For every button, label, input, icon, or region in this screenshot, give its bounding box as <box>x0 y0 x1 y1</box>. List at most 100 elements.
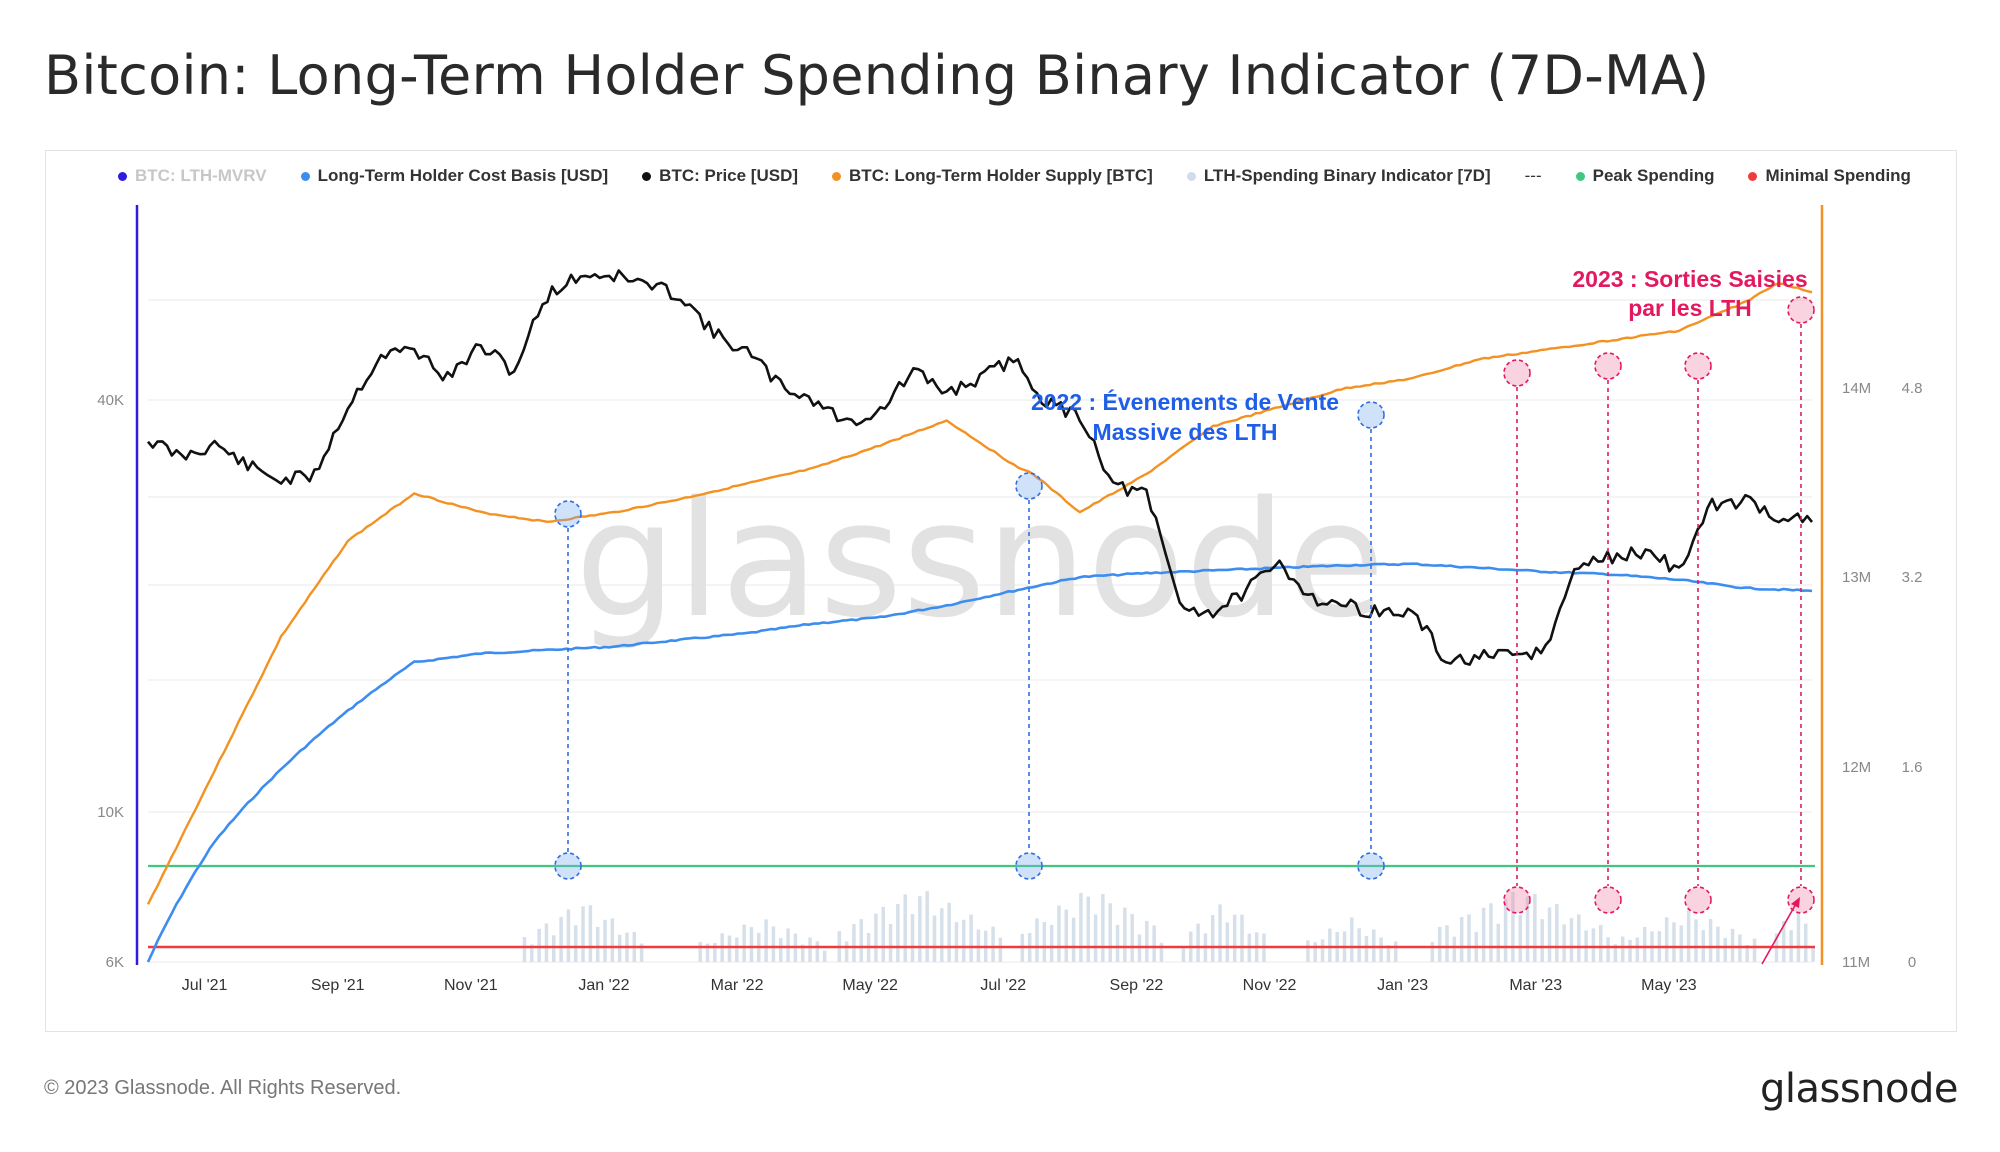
indicator-bar <box>881 906 885 962</box>
legend-item-7[interactable]: Minimal Spending <box>1748 166 1911 186</box>
indicator-bar <box>530 944 534 962</box>
arrow-line <box>1761 901 1798 965</box>
indicator-bar <box>1686 908 1691 962</box>
legend-item-3[interactable]: BTC: Long-Term Holder Supply [BTC] <box>832 166 1153 186</box>
indicator-bar <box>1525 896 1530 962</box>
indicator-bar <box>815 941 820 962</box>
indicator-bar <box>1782 920 1786 962</box>
arrow-head-icon <box>1791 897 1800 908</box>
legend-dot-icon <box>642 171 652 181</box>
legend-dot-icon <box>118 171 127 181</box>
indicator-bar <box>1357 928 1361 962</box>
indicator-bar <box>1306 940 1310 962</box>
indicator-bar <box>962 919 966 962</box>
indicator-bar <box>1503 898 1508 962</box>
indicator-bar <box>998 937 1003 962</box>
indicator-bar <box>874 913 878 962</box>
indicator-bar <box>1730 928 1735 962</box>
indicator-bar <box>991 926 995 962</box>
indicator-bar <box>1210 915 1215 962</box>
indicator-bar <box>1364 936 1369 962</box>
legend-item-5[interactable]: --- <box>1525 166 1542 186</box>
indicator-bar <box>1555 904 1559 962</box>
indicator-bar <box>1511 891 1515 962</box>
y-right-supply-tick-label: 12M <box>1842 759 1871 776</box>
indicator-bar <box>537 928 541 962</box>
indicator-bar <box>1620 936 1625 962</box>
legend-label: --- <box>1524 166 1542 185</box>
indicator-bar <box>1694 919 1698 962</box>
y-right-indicator-tick-label: 0 <box>1908 954 1916 971</box>
indicator-bar <box>1159 942 1164 962</box>
indicator-bar <box>522 937 527 962</box>
indicator-bar <box>1452 936 1457 962</box>
indicator-bar <box>1606 937 1610 962</box>
y-left-tick-label: 6K <box>106 954 124 971</box>
indicator-bar <box>1115 924 1120 962</box>
indicator-bar <box>566 909 571 962</box>
indicator-bar <box>1071 917 1076 962</box>
indicator-bar <box>749 927 754 962</box>
legend-item-6[interactable]: Peak Spending <box>1575 166 1714 186</box>
indicator-bar <box>1562 924 1566 962</box>
indicator-bar <box>1496 923 1501 962</box>
lth-supply-line <box>146 282 1813 905</box>
red-event-marker-top-circle <box>1503 359 1531 387</box>
indicator-bar <box>1577 914 1581 962</box>
annotation-2022-line2: Massive des LTH <box>1093 419 1278 445</box>
indicator-bar <box>1708 918 1713 962</box>
x-tick-label: Sep '21 <box>311 977 365 994</box>
legend-dot-icon <box>832 171 842 181</box>
indicator-bar <box>1108 903 1112 962</box>
indicator-bar <box>713 943 717 962</box>
red-event-marker-top-circle <box>1684 352 1712 380</box>
indicator-bar <box>1664 917 1669 962</box>
indicator-bar <box>903 894 907 962</box>
indicator-bar <box>1459 917 1464 962</box>
indicator-bar <box>735 937 739 962</box>
red-event-marker-top-circle <box>1787 296 1815 324</box>
chart-legend: BTC: LTH-MVRV Long-Term Holder Cost Basis… <box>118 166 1911 186</box>
indicator-bar <box>544 923 549 962</box>
indicator-bar <box>617 934 622 962</box>
indicator-bar <box>1467 914 1471 962</box>
indicator-bar <box>1218 904 1222 962</box>
brand-logo: glassnode <box>1759 1066 1959 1112</box>
indicator-bar <box>940 908 944 962</box>
indicator-bar <box>1240 914 1244 962</box>
indicator-bar <box>727 935 732 962</box>
indicator-bar <box>1123 907 1127 962</box>
indicator-bar <box>896 903 900 962</box>
indicator-bar <box>705 943 710 962</box>
legend-item-0[interactable]: BTC: LTH-MVRV <box>118 166 267 186</box>
indicator-bar <box>910 914 915 962</box>
red-event-marker-bottom-circle <box>1503 886 1531 914</box>
legend-item-1[interactable]: Long-Term Holder Cost Basis [USD] <box>300 166 608 186</box>
cost-basis-line <box>146 562 1813 963</box>
legend-item-4[interactable]: LTH-Spending Binary Indicator [7D] <box>1186 166 1491 186</box>
indicator-bar <box>800 944 805 962</box>
indicator-bar <box>844 941 849 962</box>
legend-dot-icon <box>1186 171 1196 181</box>
chart-title: Bitcoin: Long-Term Holder Spending Binar… <box>44 44 1710 107</box>
indicator-bar <box>1394 941 1398 962</box>
indicator-bar <box>1745 945 1749 962</box>
indicator-bar <box>1086 896 1090 962</box>
blue-event-marker-top-circle <box>1357 401 1385 429</box>
x-tick-label: Mar '23 <box>1509 977 1562 994</box>
indicator-bar <box>1518 914 1522 962</box>
legend-item-2[interactable]: BTC: Price [USD] <box>642 166 798 186</box>
indicator-bar <box>786 928 790 962</box>
indicator-bar <box>1489 903 1493 962</box>
indicator-bar <box>1328 928 1332 962</box>
x-tick-label: Jul '21 <box>182 977 228 994</box>
indicator-bar <box>581 906 585 962</box>
indicator-bar <box>1613 944 1618 962</box>
indicator-bar <box>1642 926 1647 962</box>
indicator-bar <box>969 914 973 962</box>
annotation-2022-line1: 2022 : Évenements de Vente <box>1031 388 1339 415</box>
indicator-bar <box>1679 925 1684 962</box>
indicator-bar <box>1196 923 1200 962</box>
y-left-tick-label: 40K <box>97 392 124 409</box>
